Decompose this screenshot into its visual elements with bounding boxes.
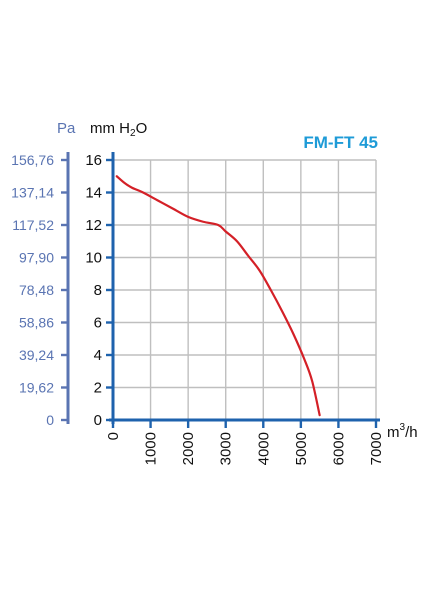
secondary-y-tick-label: 0 — [46, 412, 54, 428]
y-axis-unit-subscript: 2 — [130, 128, 136, 139]
y-axis-unit-label: mm H2O — [90, 120, 147, 139]
x-axis-unit-superscript: 3 — [400, 422, 406, 433]
x-tick-label: 4000 — [255, 432, 272, 465]
secondary-y-tick-label: 117,52 — [12, 217, 54, 233]
data-series — [115, 175, 321, 417]
y-tick-label: 6 — [94, 315, 102, 332]
x-tick-label: 2000 — [180, 432, 197, 465]
secondary-y-tick-label: 78,48 — [19, 282, 54, 298]
secondary-y-tick-label: 137,14 — [11, 185, 54, 201]
x-tick-label: 7000 — [368, 432, 385, 465]
axes — [61, 152, 380, 428]
y-tick-label: 10 — [85, 250, 102, 267]
performance-curve — [115, 175, 321, 417]
chart-title: FM-FT 45 — [303, 133, 378, 152]
y-tick-label: 2 — [94, 380, 102, 397]
y-tick-label: 0 — [94, 412, 102, 429]
y-axis-unit-tail: O — [136, 120, 148, 137]
x-tick-label: 1000 — [143, 432, 160, 465]
secondary-y-tick-label: 97,90 — [19, 250, 54, 266]
secondary-y-tick-label: 39,24 — [19, 347, 54, 363]
y-tick-label: 14 — [85, 185, 102, 202]
y-axis-unit-main: mm H — [90, 120, 130, 137]
y-tick-label: 12 — [85, 217, 102, 234]
y-tick-label: 8 — [94, 282, 102, 299]
secondary-y-tick-label: 58,86 — [19, 315, 54, 331]
y-tick-label: 16 — [85, 152, 102, 169]
x-axis-unit-main: m — [387, 424, 400, 441]
x-tick-label: 0 — [105, 432, 122, 440]
tick-labels: 00219,62439,24658,86878,481097,9012117,5… — [11, 152, 385, 465]
x-tick-label: 3000 — [218, 432, 235, 465]
secondary-y-tick-label: 156,76 — [11, 152, 54, 168]
secondary-y-tick-label: 19,62 — [19, 380, 54, 396]
x-tick-label: 6000 — [330, 432, 347, 465]
x-tick-label: 5000 — [293, 432, 310, 465]
x-axis-unit-tail: /h — [405, 424, 418, 441]
grid-lines — [113, 159, 377, 420]
x-axis-unit-label: m3/h — [387, 422, 418, 441]
y-tick-label: 4 — [94, 347, 102, 364]
secondary-axis-unit-label: Pa — [57, 120, 76, 137]
